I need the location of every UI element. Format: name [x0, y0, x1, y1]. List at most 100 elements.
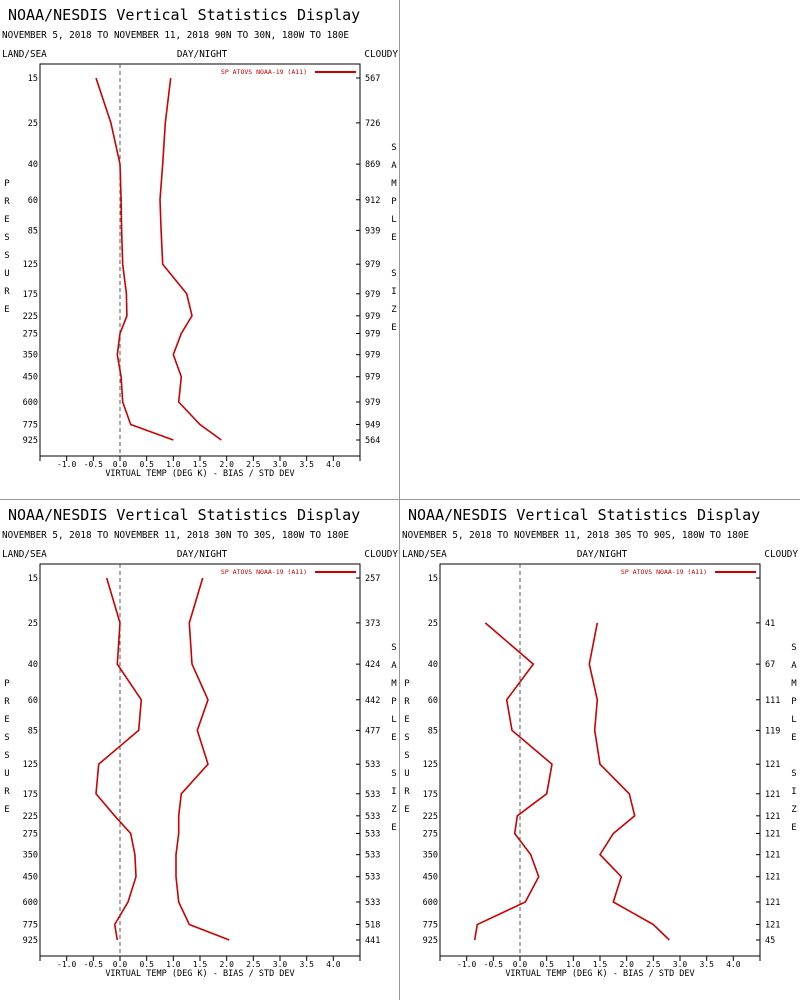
header-cloudy: CLOUDY: [764, 549, 798, 560]
pressure-label: 85: [28, 726, 38, 736]
pressure-label: 275: [23, 829, 38, 839]
right-axis-label-letter: E: [391, 233, 396, 243]
series-bias-line: [95, 577, 143, 941]
series-bias-line: [473, 622, 553, 941]
right-axis-label-letter: S: [791, 769, 796, 779]
x-tick-label: 1.0: [166, 460, 181, 469]
sample-size-label: 121: [765, 920, 780, 930]
y-axis-label-letter: E: [4, 215, 9, 225]
pressure-label: 925: [423, 936, 438, 946]
sample-size-label: 518: [365, 920, 380, 930]
sample-size-label: 41: [765, 619, 775, 629]
sample-size-label: 533: [365, 790, 380, 800]
right-axis-label-letter: M: [791, 679, 797, 689]
pressure-label: 450: [423, 873, 438, 883]
right-axis-label-letter: P: [391, 197, 397, 207]
sample-size-label: 373: [365, 619, 380, 629]
header-cloudy: CLOUDY: [364, 549, 398, 560]
y-axis-label-letter: S: [4, 233, 9, 243]
pressure-label: 60: [28, 196, 38, 206]
right-axis-label-letter: L: [391, 215, 396, 225]
x-tick-label: 0.0: [513, 960, 528, 969]
pressure-label: 40: [28, 660, 38, 670]
x-tick-label: 4.0: [326, 960, 341, 969]
pressure-label: 350: [23, 351, 38, 361]
y-axis-label-letter: S: [4, 733, 9, 743]
x-tick-label: 3.0: [273, 460, 288, 469]
header-day-night: DAY/NIGHT: [177, 549, 228, 560]
sample-size-label: 979: [365, 351, 380, 361]
header-land-sea: LAND/SEA: [2, 49, 47, 60]
chart-north: NOAA/NESDIS Vertical Statistics Display N…: [2, 6, 398, 479]
sample-size-label: 121: [765, 829, 780, 839]
sample-size-label: 979: [365, 290, 380, 300]
right-axis-label-letter: M: [391, 179, 397, 189]
x-tick-label: 0.0: [113, 460, 128, 469]
sample-size-label: 121: [765, 873, 780, 883]
right-axis-label-letter: S: [791, 643, 796, 653]
legend-label: SP ATOVS NOAA-19 (A11): [221, 68, 307, 76]
y-axis-label-letter: S: [4, 751, 9, 761]
pressure-label: 25: [428, 619, 438, 629]
pressure-label: 125: [423, 760, 438, 770]
right-axis-label-letter: L: [791, 715, 796, 725]
right-axis-label-letter: I: [391, 287, 396, 297]
sample-size-label: 979: [365, 260, 380, 270]
sample-size-label: 45: [765, 936, 775, 946]
chart-subtitle: NOVEMBER 5, 2018 TO NOVEMBER 11, 2018 90…: [2, 30, 349, 41]
header-land-sea: LAND/SEA: [2, 549, 47, 560]
right-axis-label-letter: A: [391, 661, 397, 671]
right-axis-label-letter: I: [791, 787, 796, 797]
x-tick-label: 2.5: [246, 460, 261, 469]
sample-size-label: 121: [765, 898, 780, 908]
pressure-label: 25: [28, 619, 38, 629]
x-axis-label: VIRTUAL TEMP (DEG K) - BIAS / STD DEV: [105, 469, 294, 479]
chart-title: NOAA/NESDIS Vertical Statistics Display: [8, 506, 360, 524]
x-tick-label: 2.0: [619, 960, 634, 969]
x-tick-label: 1.5: [193, 960, 208, 969]
y-axis-label-letter: R: [4, 787, 10, 797]
sample-size-label: 979: [365, 398, 380, 408]
x-axis-label: VIRTUAL TEMP (DEG K) - BIAS / STD DEV: [505, 969, 694, 979]
x-tick-label: -0.5: [84, 960, 103, 969]
chart-subtitle: NOVEMBER 5, 2018 TO NOVEMBER 11, 2018 30…: [402, 530, 749, 541]
sample-size-label: 533: [365, 873, 380, 883]
right-axis-label-letter: Z: [391, 805, 397, 815]
y-axis-label-letter: R: [404, 697, 410, 707]
x-tick-label: 1.0: [166, 960, 181, 969]
y-axis-label-letter: P: [4, 179, 10, 189]
right-axis-label-letter: P: [391, 697, 397, 707]
right-axis-label-letter: E: [391, 733, 396, 743]
pressure-label: 925: [23, 436, 38, 446]
right-axis-label-letter: P: [791, 697, 797, 707]
sample-size-label: 949: [365, 420, 380, 430]
horizontal-divider: [0, 499, 800, 500]
chart-south: NOAA/NESDIS Vertical Statistics Display N…: [402, 506, 798, 979]
y-axis-label-letter: S: [404, 733, 409, 743]
x-tick-label: 1.0: [566, 960, 581, 969]
right-axis-label-letter: L: [391, 715, 396, 725]
sample-size-label: 939: [365, 226, 380, 236]
x-tick-label: 1.5: [593, 960, 608, 969]
series-std_dev-line: [175, 577, 230, 941]
y-axis-label-letter: U: [404, 769, 409, 779]
y-axis-label-letter: R: [4, 697, 10, 707]
sample-size-label: 119: [765, 726, 780, 736]
pressure-label: 450: [23, 873, 38, 883]
sample-size-label: 257: [365, 574, 380, 584]
x-tick-label: -0.5: [484, 960, 503, 969]
chart-title: NOAA/NESDIS Vertical Statistics Display: [408, 506, 760, 524]
pressure-label: 60: [28, 696, 38, 706]
sample-size-label: 121: [765, 760, 780, 770]
header-day-night: DAY/NIGHT: [577, 549, 628, 560]
y-axis-label-letter: R: [4, 287, 10, 297]
plot-frame: [39, 563, 361, 957]
vertical-divider: [399, 0, 400, 1000]
pressure-label: 85: [428, 726, 438, 736]
pressure-label: 775: [423, 920, 438, 930]
series-std_dev-line: [159, 77, 222, 441]
sample-size-label: 67: [765, 660, 775, 670]
